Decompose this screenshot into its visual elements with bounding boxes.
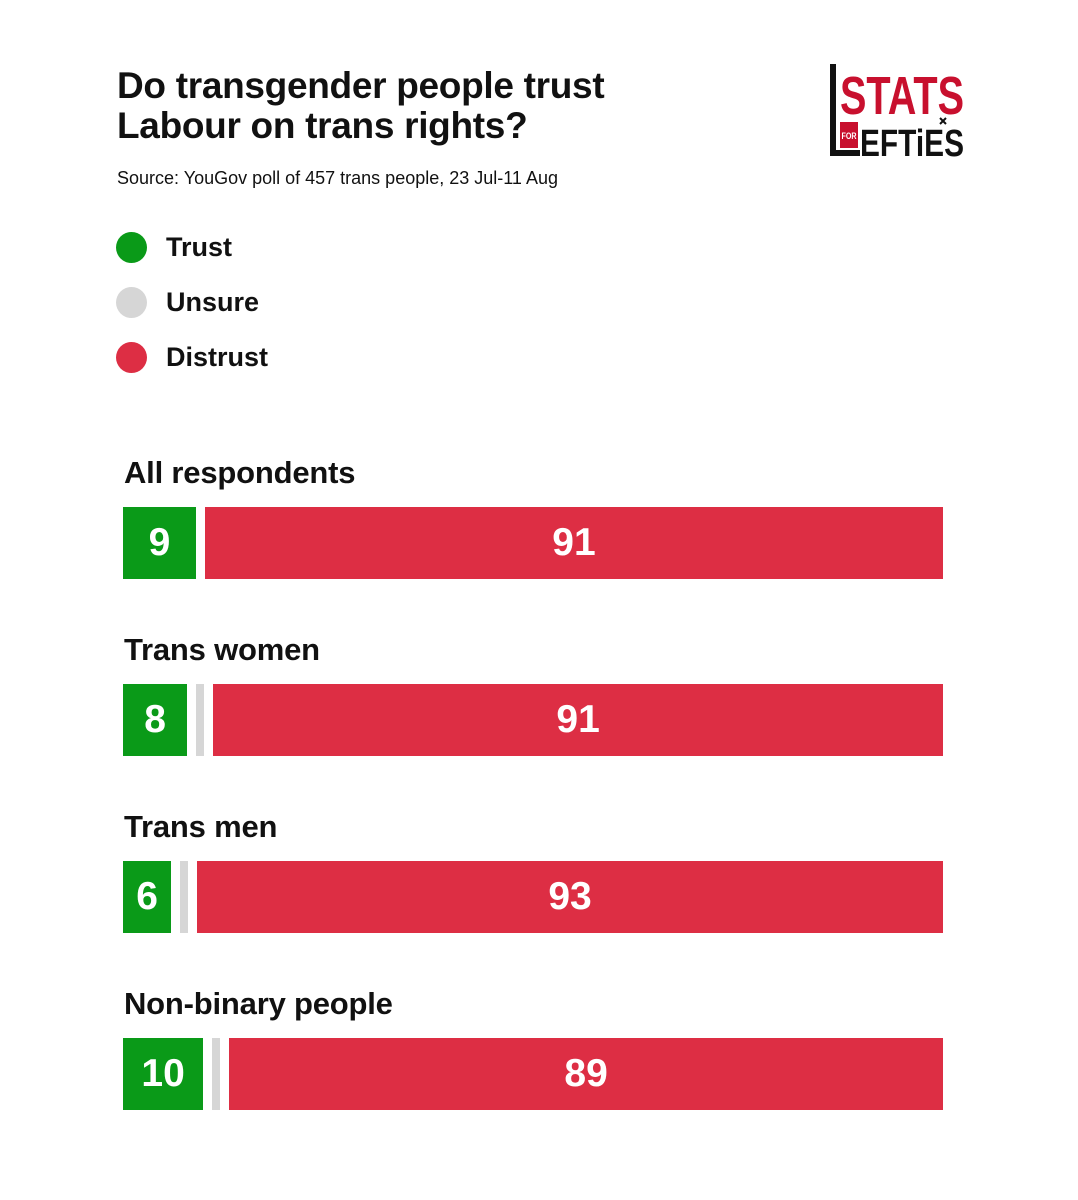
bar-value-label: 91 [556, 698, 599, 742]
bar-segment-unsure [196, 684, 204, 756]
row-label: All respondents [124, 455, 355, 491]
bar-segment-distrust: 89 [229, 1038, 943, 1110]
row-label: Trans men [124, 809, 277, 845]
bar-segment-trust: 10 [123, 1038, 203, 1110]
row-label: Non-binary people [124, 986, 393, 1022]
row-label: Trans women [124, 632, 320, 668]
bar-segment-distrust: 91 [213, 684, 943, 756]
bar-segment-distrust: 91 [205, 507, 943, 579]
bar-value-label: 93 [548, 875, 591, 919]
bar-segment-trust: 6 [123, 861, 171, 933]
bar-value-label: 91 [552, 521, 595, 565]
bar-value-label: 6 [136, 875, 158, 919]
bar-value-label: 10 [141, 1052, 184, 1096]
bar-value-label: 9 [149, 521, 171, 565]
bar-segment-trust: 9 [123, 507, 196, 579]
bar-segment-distrust: 93 [197, 861, 943, 933]
bar-segment-unsure [180, 861, 188, 933]
bar-value-label: 8 [144, 698, 166, 742]
bar-segment-trust: 8 [123, 684, 187, 756]
bar-segment-unsure [212, 1038, 220, 1110]
bar-value-label: 89 [564, 1052, 607, 1096]
